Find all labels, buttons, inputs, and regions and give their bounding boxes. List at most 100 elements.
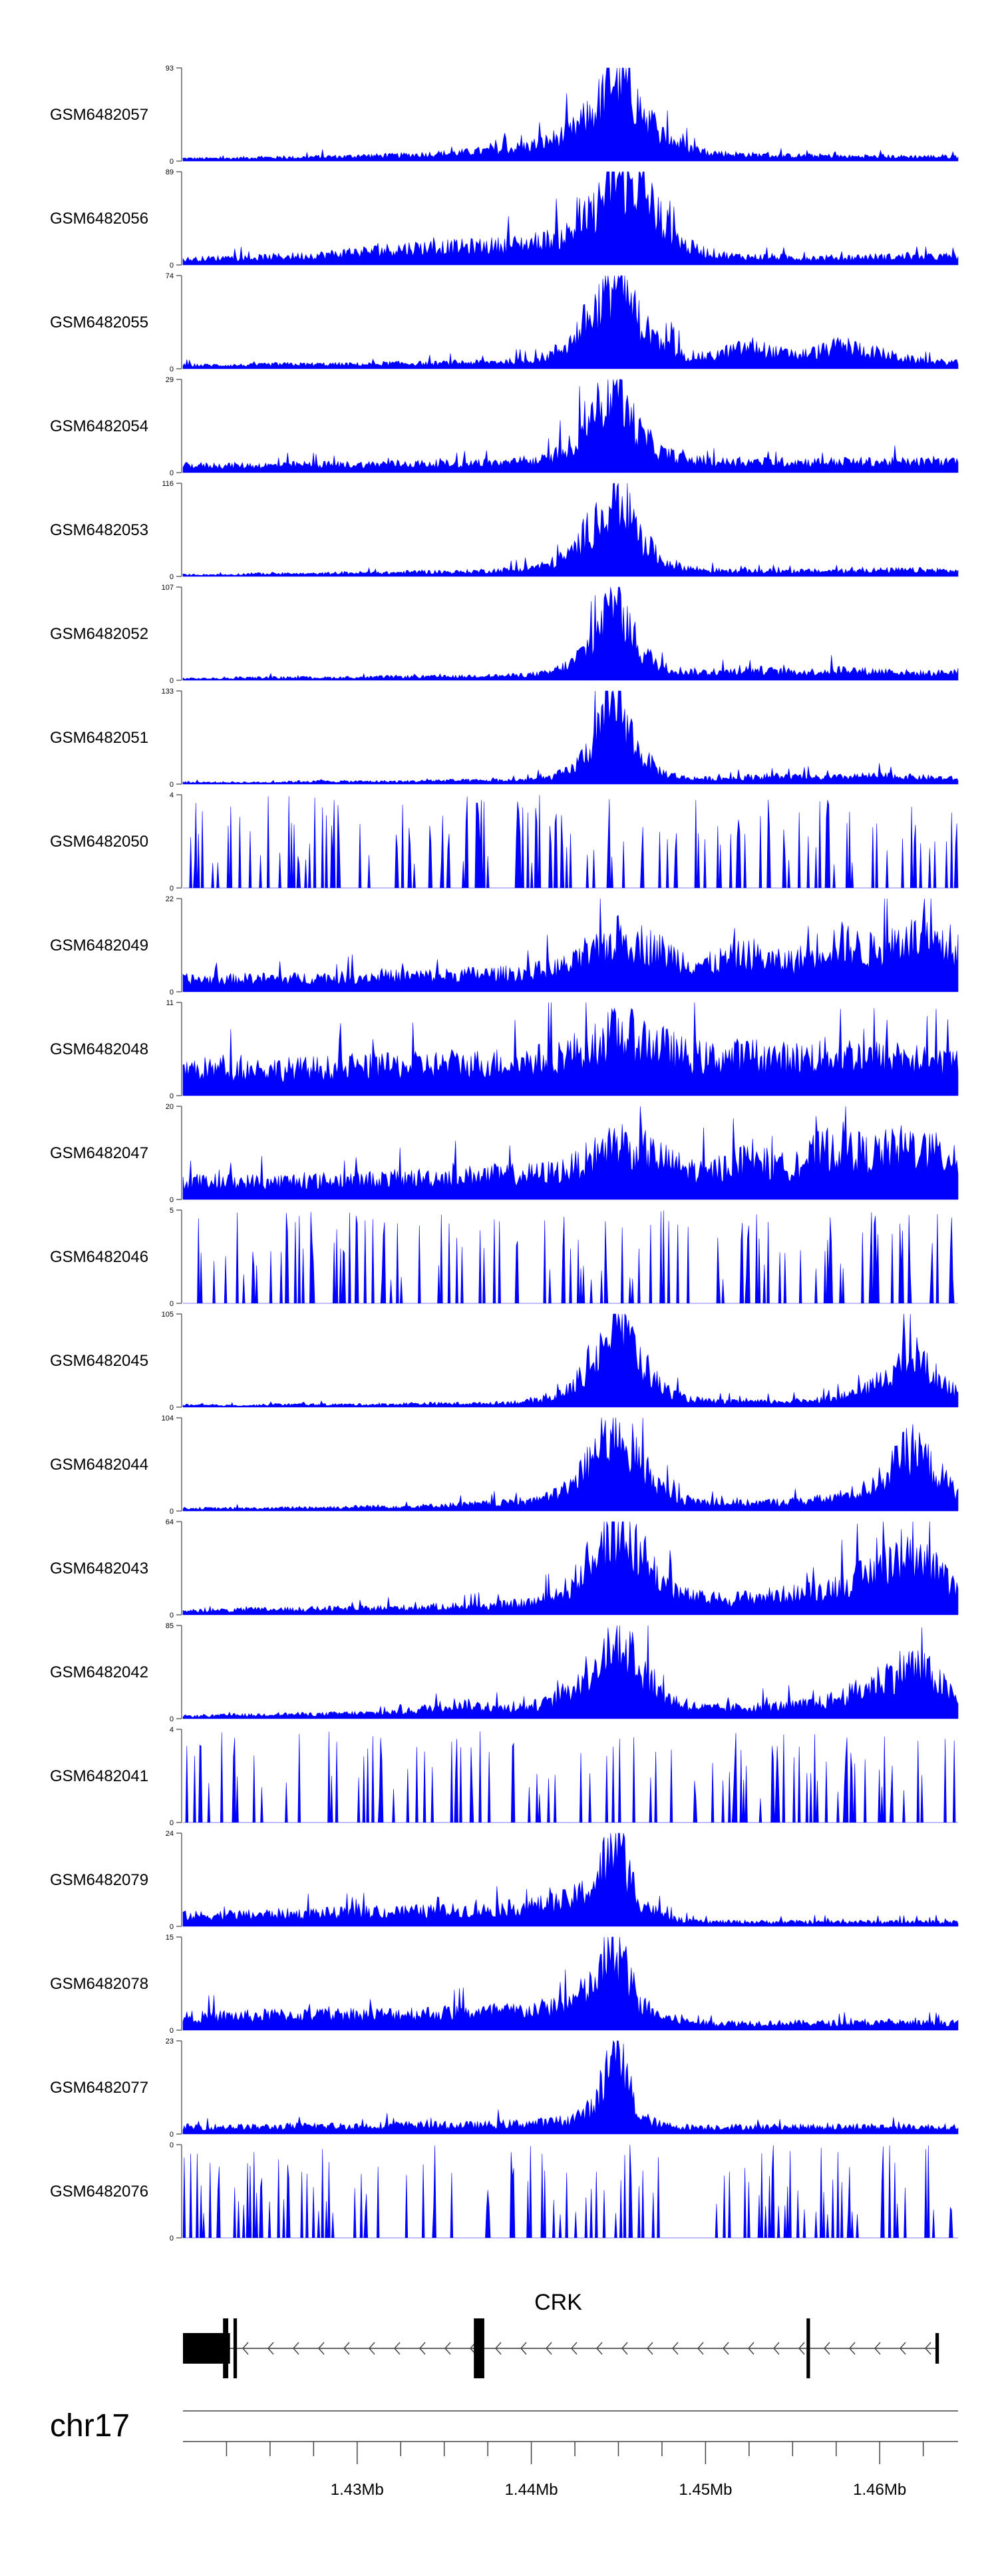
strand-arrow <box>520 2342 527 2355</box>
coverage-area <box>182 1521 959 1615</box>
track-label: GSM6482057 <box>50 106 148 124</box>
track-label: GSM6482050 <box>50 833 148 851</box>
coverage-area <box>182 2145 958 2239</box>
track-GSM6482077: GSM6482077 23 0 <box>50 2038 959 2139</box>
track-GSM6482049: GSM6482049 22 0 <box>50 895 959 996</box>
track-GSM6482047: GSM6482047 20 0 <box>50 1103 959 1204</box>
strand-arrow <box>646 2342 653 2355</box>
track-GSM6482079: GSM6482079 24 0 <box>50 1830 959 1931</box>
y-min-label: 0 <box>170 573 174 581</box>
strand-arrow <box>368 2342 375 2355</box>
strand-arrow <box>722 2342 729 2355</box>
gene-label: CRK <box>534 2290 582 2315</box>
track-label: GSM6482076 <box>50 2183 148 2201</box>
exon <box>806 2318 810 2378</box>
coordinate-tick-label: 1.46Mb <box>853 2481 906 2499</box>
coverage-tracks: GSM6482057930GSM6482056890GSM6482055740G… <box>50 65 959 2243</box>
coordinate-tick-label: 1.43Mb <box>331 2481 384 2499</box>
y-max-label: 74 <box>166 272 174 280</box>
strand-arrow <box>267 2342 274 2355</box>
y-max-label: 85 <box>166 1622 174 1630</box>
y-min-label: 0 <box>170 158 174 166</box>
strand-arrow <box>823 2342 830 2355</box>
strand-arrow <box>292 2342 299 2355</box>
strand-arrow <box>393 2342 401 2355</box>
coverage-area <box>182 586 959 681</box>
strand-arrow <box>772 2342 780 2355</box>
track-GSM6482057: GSM6482057 93 0 <box>50 65 959 166</box>
track-label: GSM6482046 <box>50 1248 148 1266</box>
y-max-label: 133 <box>162 688 174 696</box>
chromosome-label: chr17 <box>50 2408 130 2444</box>
track-label: GSM6482056 <box>50 210 148 228</box>
track-GSM6482042: GSM6482042 85 0 <box>50 1622 959 1723</box>
strand-arrow <box>595 2342 603 2355</box>
track-label: GSM6482053 <box>50 521 148 539</box>
y-max-label: 11 <box>166 999 174 1007</box>
track-GSM6482044: GSM6482044 104 0 <box>50 1414 959 1516</box>
exon <box>233 2318 238 2378</box>
y-max-label: 23 <box>166 2038 174 2045</box>
strand-arrow <box>570 2342 578 2355</box>
track-label: GSM6482077 <box>50 2079 148 2097</box>
strand-arrow <box>924 2342 931 2355</box>
strand-arrow <box>899 2342 906 2355</box>
gene-track: CRK <box>183 2290 939 2378</box>
coverage-area <box>183 1731 958 1823</box>
coverage-area <box>182 690 959 785</box>
coverage-area <box>182 1832 959 1927</box>
strand-arrow <box>671 2342 679 2355</box>
y-min-label: 0 <box>170 262 174 270</box>
strand-arrow <box>444 2342 451 2355</box>
coverage-area <box>182 1936 959 2031</box>
y-min-label: 0 <box>170 885 174 893</box>
y-max-label: 22 <box>166 895 174 903</box>
coordinate-tick-label: 1.44Mb <box>505 2481 558 2499</box>
track-label: GSM6482079 <box>50 1871 148 1889</box>
track-label: GSM6482052 <box>50 625 148 643</box>
y-max-label: 29 <box>166 376 174 384</box>
track-label: GSM6482049 <box>50 937 148 955</box>
y-min-label: 0 <box>170 2235 174 2243</box>
track-GSM6482041: GSM6482041 4 0 <box>50 1726 958 1827</box>
y-min-label: 0 <box>170 1819 174 1827</box>
coverage-area <box>182 898 959 992</box>
y-min-label: 0 <box>170 1092 174 1100</box>
y-max-label: 5 <box>170 1207 174 1215</box>
coverage-area <box>182 379 959 473</box>
y-min-label: 0 <box>170 2027 174 2035</box>
track-label: GSM6482045 <box>50 1352 148 1370</box>
track-label: GSM6482054 <box>50 417 148 435</box>
track-label: GSM6482055 <box>50 314 148 331</box>
track-label: GSM6482078 <box>50 1975 148 1993</box>
coverage-area <box>183 795 959 889</box>
coverage-area <box>182 1417 959 1512</box>
strand-arrow <box>545 2342 552 2355</box>
coverage-area <box>182 1625 959 1719</box>
y-min-label: 0 <box>170 1404 174 1412</box>
track-label: GSM6482051 <box>50 729 148 747</box>
y-max-label: 105 <box>162 1311 174 1319</box>
genome-axis: chr17 1.43Mb 1.44Mb 1.45Mb 1.46Mb <box>50 2408 958 2499</box>
strand-arrow <box>242 2342 249 2355</box>
coverage-area <box>182 275 959 369</box>
strand-arrow <box>343 2342 350 2355</box>
track-GSM6482046: GSM6482046 5 0 <box>50 1207 958 1308</box>
track-label: GSM6482048 <box>50 1040 148 1058</box>
track-GSM6482052: GSM6482052 107 0 <box>50 584 959 685</box>
strand-arrow <box>747 2342 754 2355</box>
y-max-label: 89 <box>166 168 174 176</box>
strand-arrow <box>697 2342 704 2355</box>
y-min-label: 0 <box>170 469 174 477</box>
strand-arrow <box>494 2342 502 2355</box>
coverage-area <box>183 1210 958 1304</box>
y-min-label: 0 <box>170 365 174 373</box>
coverage-area <box>182 2040 959 2135</box>
track-GSM6482055: GSM6482055 74 0 <box>50 272 959 373</box>
y-min-label: 0 <box>170 1508 174 1516</box>
y-min-label: 0 <box>170 677 174 685</box>
strand-arrow <box>848 2342 856 2355</box>
track-GSM6482078: GSM6482078 15 0 <box>50 1934 959 2035</box>
exon <box>223 2318 229 2378</box>
y-max-label: 20 <box>166 1103 174 1111</box>
